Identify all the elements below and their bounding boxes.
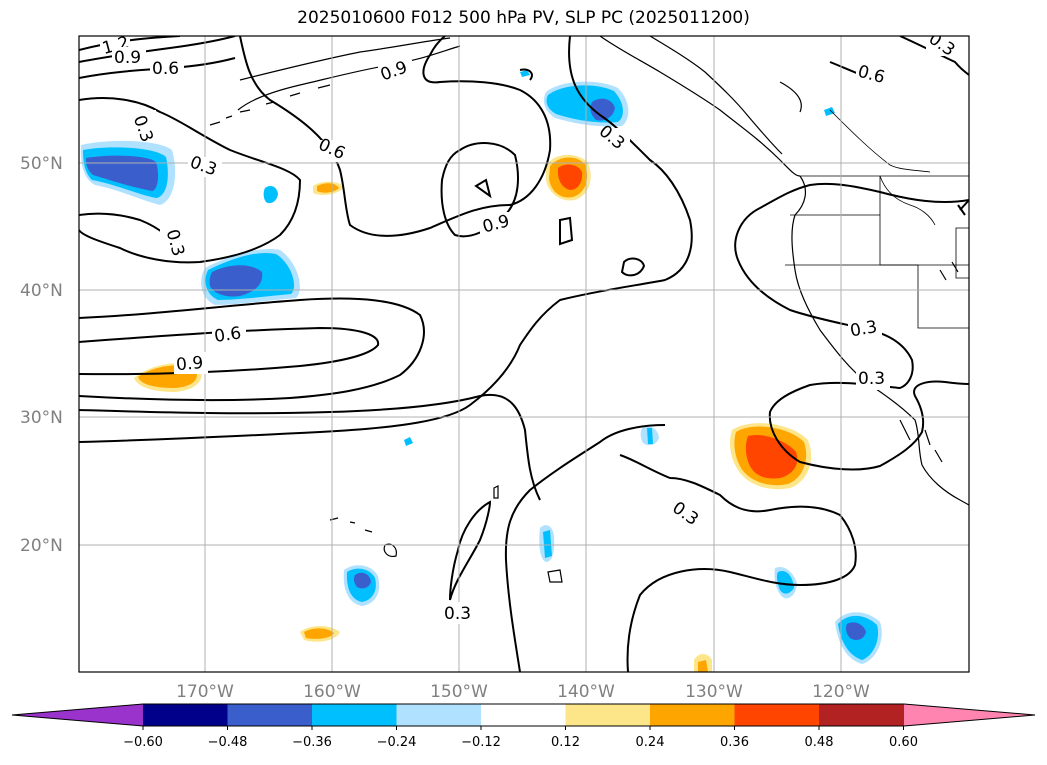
- contour-label: 0.6: [152, 59, 179, 79]
- lat-label: 50°N: [20, 154, 63, 174]
- contour-label: 0.3: [444, 604, 471, 624]
- lat-label: 20°N: [20, 536, 63, 556]
- coastlines: [209, 36, 969, 506]
- colorbar-tick-label: −0.60: [123, 735, 163, 750]
- colorbar-segment: [396, 704, 482, 726]
- colorbar-tick-label: 0.24: [636, 735, 665, 750]
- colorbar-segment: [312, 704, 397, 726]
- lat-label: 30°N: [20, 408, 63, 428]
- contour-label: 0.6: [213, 323, 243, 347]
- colorbar-tick-label: 0.36: [720, 735, 749, 750]
- colorbar-segment: [650, 704, 735, 726]
- lon-label: 170°W: [176, 682, 234, 702]
- slp-contours: [79, 36, 969, 672]
- colorbar-tick-label: −0.24: [377, 735, 417, 750]
- colorbar-extend-min: [12, 704, 143, 726]
- pv-positive-region: [557, 164, 583, 190]
- pv-negative-region: [263, 186, 278, 204]
- colorbar-tick-label: 0.60: [889, 735, 918, 750]
- map-title: 2025010600 F012 500 hPa PV, SLP PC (2025…: [297, 8, 750, 28]
- colorbar-segment: [227, 704, 313, 726]
- longitude-labels: 170°W 160°W 150°W 140°W 130°W 120°W: [176, 682, 870, 702]
- pv-negative-region: [590, 98, 615, 121]
- pv-negative-region: [86, 155, 159, 191]
- colorbar: −0.60 −0.48 −0.36 −0.24 −0.12 0.12 0.24 0.36 0.4…: [11, 703, 1036, 750]
- colorbar-segment: [819, 704, 904, 726]
- lon-label: 140°W: [557, 682, 615, 702]
- colorbar-tick-label: −0.48: [208, 735, 248, 750]
- contour-label: 0.9: [175, 353, 204, 375]
- colorbar-segment: [734, 704, 820, 726]
- colorbar-tick-label: −0.36: [292, 735, 332, 750]
- colorbar-extend-max: [904, 704, 1035, 726]
- lon-label: 120°W: [812, 682, 870, 702]
- contour-label: 0.9: [114, 48, 141, 68]
- colorbar-tick-label: −0.12: [461, 735, 501, 750]
- colorbar-segment: [481, 704, 566, 726]
- islands: [329, 485, 563, 583]
- political-boundaries: [785, 109, 969, 329]
- latitude-labels: 50°N 40°N 30°N 20°N: [20, 154, 63, 556]
- lon-label: 130°W: [685, 682, 743, 702]
- contour-label: 0.3: [849, 317, 879, 341]
- colorbar-tick-label: 0.48: [805, 735, 834, 750]
- colorbar-segment: [565, 704, 651, 726]
- pv-negative-region: [353, 572, 371, 589]
- pv-negative-region: [209, 265, 263, 297]
- map-frame: [78, 35, 970, 673]
- pv-positive-region: [317, 183, 339, 193]
- colorbar-segment: [143, 704, 228, 726]
- lon-label: 160°W: [303, 682, 361, 702]
- lon-label: 150°W: [430, 682, 488, 702]
- lat-label: 40°N: [20, 281, 63, 301]
- map-panel: [79, 36, 969, 672]
- pv-positive-region: [745, 434, 798, 479]
- contour-label: 0.3: [858, 369, 885, 389]
- colorbar-tick-label: 0.12: [551, 735, 580, 750]
